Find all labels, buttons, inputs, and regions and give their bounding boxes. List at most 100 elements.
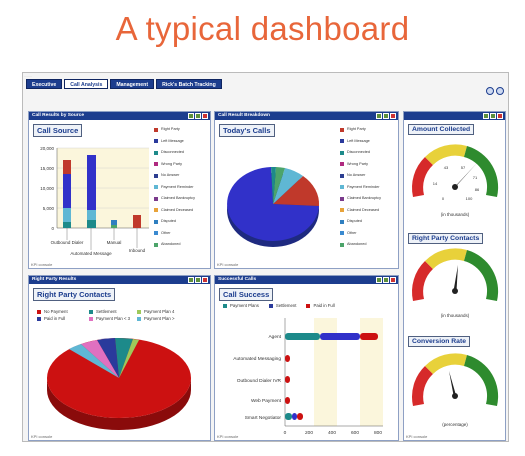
browser-tag: ········ [24, 74, 32, 78]
bar-outbound-3 [63, 208, 71, 222]
slice-disconnected [271, 166, 276, 204]
bar-automated-messaging [285, 355, 290, 362]
chart-icon[interactable] [376, 277, 382, 283]
legend: Right Party Left Message Disconnected Wrong… [154, 124, 195, 251]
x-tick: 0 [284, 430, 287, 436]
legend-label: Right Party [347, 127, 366, 131]
legend-item: Settlement [89, 308, 137, 315]
y-tick: 5,000 [43, 206, 55, 211]
legend-label: Paid in Full [313, 303, 335, 308]
slice-settlement [115, 337, 133, 378]
gauge-tick: 71 [473, 175, 478, 180]
gauge-tick: 86 [475, 187, 480, 192]
legend-item: Claimed Deceased [340, 205, 381, 217]
print-icon[interactable] [496, 87, 504, 95]
chart-icon[interactable] [376, 113, 382, 119]
legend-label: Abandoned [347, 242, 367, 246]
panel-footer: KPI console [217, 262, 239, 267]
panel-header [404, 112, 505, 120]
tab-ricks-batch-tracking[interactable]: Rick's Batch Tracking [156, 79, 222, 89]
bar-outbound-ivr [285, 376, 290, 383]
gauge-tick: 0 [442, 196, 445, 201]
bar-agent-paid-in-full [360, 333, 378, 340]
gauge-right-party-contacts: (in thousands) [412, 248, 499, 322]
export-icon[interactable] [202, 277, 208, 283]
table-icon[interactable] [195, 277, 201, 283]
panel-gauges: Amount Collected 43 57 14 71 86 0 100 (i… [403, 111, 506, 441]
slice-payment-plan-4 [119, 339, 139, 378]
legend-swatch [340, 162, 344, 167]
bar-outbound-4 [63, 222, 71, 228]
legend-item: Other [340, 228, 381, 240]
legend: Right Party Left Message Disconnected Wrong… [340, 124, 381, 251]
tab-call-analysis[interactable]: Call Analysis [64, 79, 109, 89]
x-tick: 800 [374, 430, 382, 436]
legend-item: Abandoned [340, 239, 381, 251]
legend-label: Abandoned [161, 242, 181, 246]
slice-payment-plan-lt3 [81, 340, 119, 378]
legend-item: No Answer [154, 170, 195, 182]
legend-swatch [340, 196, 344, 201]
chart-icon[interactable] [188, 113, 194, 119]
legend-label: No Answer [347, 173, 366, 177]
horizontal-bar-chart: Agent Automated Messaging Outbound Diale… [233, 318, 383, 436]
tab-management[interactable]: Management [110, 79, 155, 89]
panel-subtitle: Call Source [33, 124, 83, 137]
legend-label: Disputed [161, 219, 176, 223]
export-icon[interactable] [390, 277, 396, 283]
export-icon[interactable] [202, 113, 208, 119]
bar-inbound-1 [133, 215, 141, 228]
export-icon[interactable] [497, 113, 503, 119]
slice-payment-plan-gt [69, 344, 119, 378]
legend-item: Payment Reminder [340, 182, 381, 194]
export-icon[interactable] [390, 113, 396, 119]
panel-footer: KPI console [31, 434, 53, 439]
legend-item: Other [154, 228, 195, 240]
bar-agent-payment-plans [285, 333, 320, 340]
legend-swatch [89, 316, 93, 321]
x-tick-label: Inbound [129, 248, 146, 253]
slide-title: A typical dashboard [115, 10, 410, 47]
table-icon[interactable] [383, 113, 389, 119]
gauge-needle [449, 371, 457, 397]
gauge-needle [453, 265, 458, 291]
x-tick-label: Outbound Dialer [51, 240, 84, 245]
gauge-tick: 43 [444, 165, 449, 170]
y-tick: 0 [51, 226, 54, 231]
legend-label: Left Message [347, 138, 370, 143]
gauge-amount-collected: 43 57 14 71 86 0 100 (in thousands) [412, 144, 499, 218]
legend-label: Wrong Party [347, 161, 369, 166]
legend-swatch [340, 150, 344, 155]
refresh-icon[interactable] [486, 87, 494, 95]
legend-swatch [154, 185, 158, 190]
legend-label: Left Message [161, 138, 184, 143]
gauge-unit: (percentage) [442, 422, 468, 427]
y-tick-label: Automated Messaging [233, 356, 281, 362]
tab-executive[interactable]: Executive [26, 79, 63, 89]
legend-swatch [340, 185, 344, 190]
slice-abandoned [273, 167, 285, 204]
legend-swatch [154, 219, 158, 224]
chart-icon[interactable] [188, 277, 194, 283]
legend-item: Claimed Bankruptcy [340, 193, 381, 205]
table-icon[interactable] [195, 113, 201, 119]
panel-subtitle: Today's Calls [219, 124, 275, 137]
legend-swatch [340, 127, 344, 132]
legend-label: Other [161, 230, 171, 235]
panel-footer: KPI console [217, 434, 239, 439]
gauge-conversion-rate: (percentage) [412, 353, 499, 427]
legend-label: Settlement [96, 309, 117, 314]
bar-automated-2 [87, 210, 96, 220]
bar-agent-settlement [320, 333, 360, 340]
legend-swatch [154, 162, 158, 167]
legend-item: Wrong Party [154, 159, 195, 171]
legend-item: Payment Plan > [137, 315, 197, 322]
legend-swatch [154, 127, 158, 132]
table-icon[interactable] [383, 277, 389, 283]
chart-icon[interactable] [483, 113, 489, 119]
legend-label: Payment Reminder [161, 184, 194, 189]
pie-chart-3d [47, 337, 191, 430]
slice-left-message [227, 167, 319, 241]
table-icon[interactable] [490, 113, 496, 119]
legend-swatch [340, 231, 344, 236]
